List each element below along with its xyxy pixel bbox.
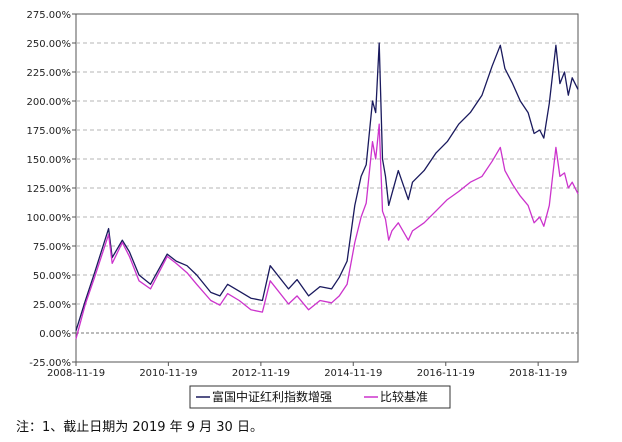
y-tick-label-6: 125.00% xyxy=(27,184,72,195)
y-tick-label-10: 225.00% xyxy=(27,68,72,79)
series-line-1 xyxy=(75,123,579,339)
plot-area xyxy=(75,13,579,363)
footnote: 注：1、截止日期为 2019 年 9 月 30 日。 xyxy=(16,420,263,435)
y-tick-label-2: 25.00% xyxy=(33,300,71,311)
legend: 富国中证红利指数增强 比较基准 xyxy=(189,385,451,409)
series-line-0 xyxy=(75,42,579,331)
x-tick-label-0: 2008-11-19 xyxy=(47,368,105,379)
y-tick-label-11: 250.00% xyxy=(27,39,72,50)
legend-label-fund: 富国中证红利指数增强 xyxy=(212,389,332,404)
y-tick-label-12: 275.00% xyxy=(27,10,72,21)
legend-box xyxy=(189,385,451,409)
y-tick-label-0: -25.00% xyxy=(29,358,71,369)
y-tick-label-3: 50.00% xyxy=(33,271,71,282)
y-tick-label-1: 0.00% xyxy=(39,329,71,340)
x-axis-ticks: 2008-11-19 2010-11-19 2012-11-19 2014-11-19… xyxy=(47,362,567,379)
y-axis-ticks: -25.00% 0.00% 25.00% 50.00% 75.00% 100.00% 125… xyxy=(27,10,76,369)
legend-label-benchmark: 比较基准 xyxy=(380,389,428,404)
series-lines xyxy=(75,42,579,339)
gridlines xyxy=(76,42,578,334)
y-tick-label-7: 150.00% xyxy=(27,155,72,166)
x-tick-label-2: 2012-11-19 xyxy=(232,368,290,379)
x-tick-label-3: 2014-11-19 xyxy=(324,368,382,379)
y-tick-label-8: 175.00% xyxy=(27,126,72,137)
y-tick-label-9: 200.00% xyxy=(27,97,72,108)
y-tick-label-5: 100.00% xyxy=(27,213,72,224)
x-tick-label-4: 2016-11-19 xyxy=(417,368,475,379)
x-tick-label-5: 2018-11-19 xyxy=(509,368,567,379)
x-tick-label-1: 2010-11-19 xyxy=(139,368,197,379)
y-tick-label-4: 75.00% xyxy=(33,242,71,253)
